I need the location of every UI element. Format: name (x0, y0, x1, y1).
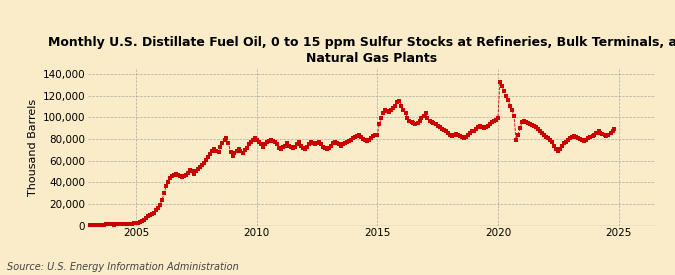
Title: Monthly U.S. Distillate Fuel Oil, 0 to 15 ppm Sulfur Stocks at Refineries, Bulk : Monthly U.S. Distillate Fuel Oil, 0 to 1… (48, 36, 675, 65)
Text: Source: U.S. Energy Information Administration: Source: U.S. Energy Information Administ… (7, 262, 238, 272)
Y-axis label: Thousand Barrels: Thousand Barrels (28, 98, 38, 196)
